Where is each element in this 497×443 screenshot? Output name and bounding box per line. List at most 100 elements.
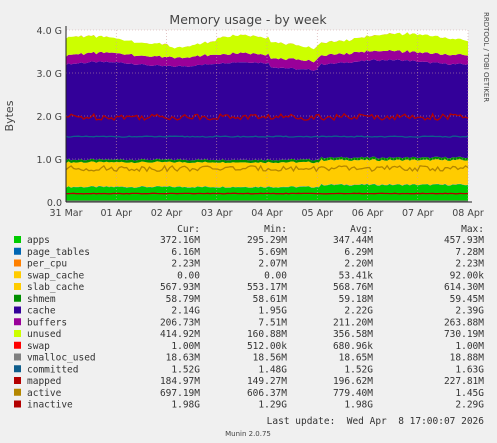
legend-min-value: 512.00k: [247, 341, 287, 352]
legend-min-value: 149.27M: [247, 376, 287, 387]
legend-cur-value: 414.92M: [160, 329, 200, 340]
legend-max-value: 614.30M: [444, 282, 484, 293]
legend-swatch-apps: [14, 236, 21, 243]
legend-max-value: 2.29G: [455, 400, 484, 411]
legend-cur-value: 697.19M: [160, 388, 200, 399]
legend-cur-value: 372.16M: [160, 235, 200, 246]
legend-avg-value: 680.96k: [333, 341, 373, 352]
legend-avg-value: 2.22G: [344, 306, 373, 317]
legend-min-value: 58.61M: [253, 294, 288, 305]
legend-avg-value: 18.65M: [339, 353, 374, 364]
legend-avg-value: 779.40M: [333, 388, 373, 399]
legend-max-value: 1.00M: [455, 341, 484, 352]
legend-name: apps: [27, 235, 50, 246]
x-tick-label: 02 Apr: [151, 208, 183, 219]
legend-cur-value: 206.73M: [160, 317, 200, 328]
legend-swatch-active: [14, 388, 21, 396]
y-tick-label: 3.0 G: [37, 69, 63, 80]
legend-min-value: 18.56M: [253, 353, 288, 364]
y-tick-label: 0.0: [47, 198, 62, 209]
legend-swatch-committed: [14, 365, 21, 373]
legend-avg-value: 1.52G: [344, 364, 373, 375]
legend-min-value: 1.95G: [258, 306, 287, 317]
legend-name: shmem: [27, 294, 56, 305]
legend-cur-value: 1.52G: [171, 364, 200, 375]
legend-name: per_cpu: [27, 259, 67, 270]
legend-min-value: 553.17M: [247, 282, 287, 293]
legend-name: committed: [27, 364, 78, 375]
legend-max-value: 457.93M: [444, 235, 484, 246]
legend-cur-value: 1.00M: [171, 341, 200, 352]
legend-cur-value: 2.23M: [171, 259, 200, 270]
legend-max-value: 1.45G: [455, 388, 484, 399]
x-tick-label: 04 Apr: [251, 208, 283, 219]
legend-swatch-cache: [14, 306, 21, 314]
legend-min-value: 1.48G: [258, 364, 287, 375]
legend-swatch-swap_cache: [14, 271, 21, 279]
overlay-lines: [65, 112, 469, 202]
x-tick-label: 07 Apr: [402, 208, 434, 219]
legend-min-value: 2.07M: [258, 259, 287, 270]
legend-swatch-per_cpu: [14, 259, 21, 267]
legend-min-value: 5.69M: [258, 247, 287, 258]
legend-swatch-unused: [14, 330, 21, 337]
x-tick-label: 03 Apr: [201, 208, 233, 219]
legend-max-value: 730.19M: [444, 329, 484, 340]
legend-min-value: 0.00: [264, 270, 287, 281]
legend-name: mapped: [27, 376, 61, 387]
legend-cur-value: 6.16M: [171, 247, 200, 258]
chart-title: Memory usage - by week: [169, 12, 327, 27]
line-mapped: [65, 192, 469, 195]
legend-max-value: 18.88M: [450, 353, 485, 364]
legend-avg-value: 1.98G: [344, 400, 373, 411]
area-cache: [66, 59, 468, 161]
legend-cur-value: 0.00: [177, 270, 200, 281]
legend-swatch-buffers: [14, 318, 21, 326]
legend-cur-value: 184.97M: [160, 376, 200, 387]
munin-version: Munin 2.0.75: [225, 430, 271, 438]
legend-min-value: 1.29G: [258, 400, 287, 411]
line-inactive: [65, 112, 469, 122]
legend-max-value: 2.23M: [455, 259, 484, 270]
legend-avg-value: 347.44M: [333, 235, 373, 246]
legend-column-header: Cur:: [177, 224, 200, 235]
legend-max-value: 59.45M: [450, 294, 485, 305]
rrdtool-credit: RRDTOOL / TOBI OETIKER: [482, 12, 490, 102]
x-tick-label: 08 Apr: [452, 208, 484, 219]
y-tick-label: 2.0 G: [37, 112, 63, 123]
legend-name: active: [27, 388, 62, 399]
legend-max-value: 263.88M: [444, 317, 484, 328]
line-active: [65, 164, 469, 173]
legend-name: page_tables: [27, 247, 90, 258]
legend-avg-value: 568.76M: [333, 282, 373, 293]
legend-name: cache: [27, 306, 56, 317]
legend-swatch-inactive: [14, 400, 21, 408]
legend-cur-value: 18.63M: [166, 353, 201, 364]
legend-swatch-mapped: [14, 377, 21, 384]
legend-swatch-slab_cache: [14, 283, 21, 290]
x-tick-label: 06 Apr: [352, 208, 384, 219]
legend-swatch-shmem: [14, 294, 21, 302]
legend-avg-value: 196.62M: [333, 376, 373, 387]
legend-avg-value: 53.41k: [339, 270, 374, 281]
area-per_cpu: [66, 183, 468, 188]
y-tick-label: 1.0 G: [37, 155, 63, 166]
x-tick-label: 01 Apr: [100, 208, 132, 219]
legend-avg-value: 211.20M: [333, 317, 373, 328]
legend-max-value: 1.63G: [455, 364, 484, 375]
legend-max-value: 2.39G: [455, 306, 484, 317]
legend-name: vmalloc_used: [27, 353, 96, 364]
legend-column-header: Max:: [461, 224, 484, 235]
legend-max-value: 7.28M: [455, 247, 484, 258]
legend-min-value: 606.37M: [247, 388, 287, 399]
line-committed: [65, 135, 469, 138]
legend-min-value: 295.29M: [247, 235, 287, 246]
legend-swatch-page_tables: [14, 247, 21, 255]
legend-cur-value: 1.98G: [171, 400, 200, 411]
x-tick-label: 05 Apr: [301, 208, 333, 219]
legend-min-value: 160.88M: [247, 329, 287, 340]
area-page_tables: [66, 183, 468, 188]
legend-avg-value: 6.29M: [344, 247, 373, 258]
legend-cur-value: 58.79M: [166, 294, 201, 305]
